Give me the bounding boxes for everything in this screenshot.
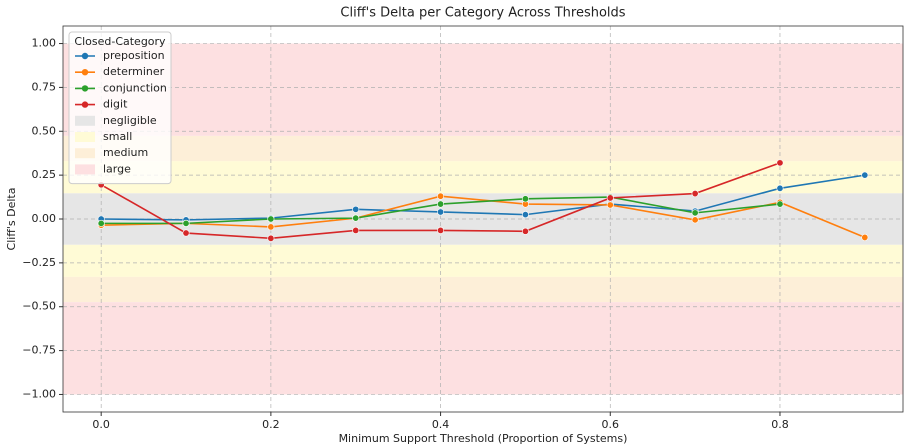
legend-box xyxy=(68,31,172,185)
chart-title: Cliff's Delta per Category Across Thresh… xyxy=(340,6,625,21)
point xyxy=(691,190,699,198)
point xyxy=(437,208,445,216)
x-tick-label: 0.0 xyxy=(92,418,110,431)
legend-label: conjunction xyxy=(103,81,167,94)
point xyxy=(267,215,275,223)
band xyxy=(63,43,903,136)
point xyxy=(861,171,869,179)
legend-label: determiner xyxy=(103,65,165,78)
legend-marker xyxy=(81,52,89,60)
y-tick-label: 1.00 xyxy=(32,37,57,50)
x-axis-label: Minimum Support Threshold (Proportion of… xyxy=(339,432,628,445)
point xyxy=(521,211,529,219)
band xyxy=(63,161,903,194)
x-tick-label: 0.4 xyxy=(432,418,450,431)
point xyxy=(606,201,614,209)
point xyxy=(776,159,784,167)
point xyxy=(352,226,360,234)
y-tick-label: −0.50 xyxy=(22,300,56,313)
y-tick-label: −0.75 xyxy=(22,344,56,357)
legend-label: medium xyxy=(103,146,148,159)
legend-label: large xyxy=(103,162,131,175)
point xyxy=(521,227,529,235)
point xyxy=(267,234,275,242)
point xyxy=(352,214,360,222)
x-tick-label: 0.6 xyxy=(602,418,620,431)
band xyxy=(63,135,903,162)
legend-swatch xyxy=(75,164,95,175)
legend-label: digit xyxy=(103,98,128,111)
point xyxy=(437,226,445,234)
point xyxy=(437,192,445,200)
legend-label: preposition xyxy=(103,49,165,62)
point xyxy=(521,195,529,203)
band xyxy=(63,276,903,303)
point xyxy=(97,219,105,227)
y-tick-label: 0.25 xyxy=(32,168,57,181)
band xyxy=(63,244,903,277)
series-line xyxy=(101,174,865,221)
plot-frame xyxy=(62,25,904,413)
legend-swatch xyxy=(75,132,95,142)
point xyxy=(182,219,190,227)
point xyxy=(267,223,275,231)
y-tick-label: 0.75 xyxy=(32,80,57,93)
series-line xyxy=(101,195,866,239)
legend-marker xyxy=(81,85,89,92)
x-tick-label: 0.2 xyxy=(262,418,280,431)
point xyxy=(691,216,699,224)
legend-label: negligible xyxy=(103,114,157,127)
point xyxy=(437,200,445,208)
legend-swatch xyxy=(75,148,95,159)
y-tick-label: −1.00 xyxy=(22,387,56,400)
legend-marker xyxy=(81,69,89,76)
point xyxy=(182,229,190,237)
x-tick-label: 0.8 xyxy=(771,418,789,431)
point xyxy=(861,233,869,241)
legend-label: small xyxy=(103,130,132,143)
legend-title: Closed-Category xyxy=(74,35,166,48)
band xyxy=(63,302,903,395)
point xyxy=(352,205,360,213)
y-tick-label: 0.00 xyxy=(32,212,57,225)
y-tick-label: 0.50 xyxy=(32,124,57,137)
y-tick-label: −0.25 xyxy=(22,256,56,269)
y-axis-label: Cliff's Delta xyxy=(5,188,18,251)
point xyxy=(606,194,614,202)
legend-swatch xyxy=(75,115,95,126)
legend-marker xyxy=(81,101,89,108)
point xyxy=(776,184,784,192)
point xyxy=(776,200,784,208)
point xyxy=(691,209,699,217)
